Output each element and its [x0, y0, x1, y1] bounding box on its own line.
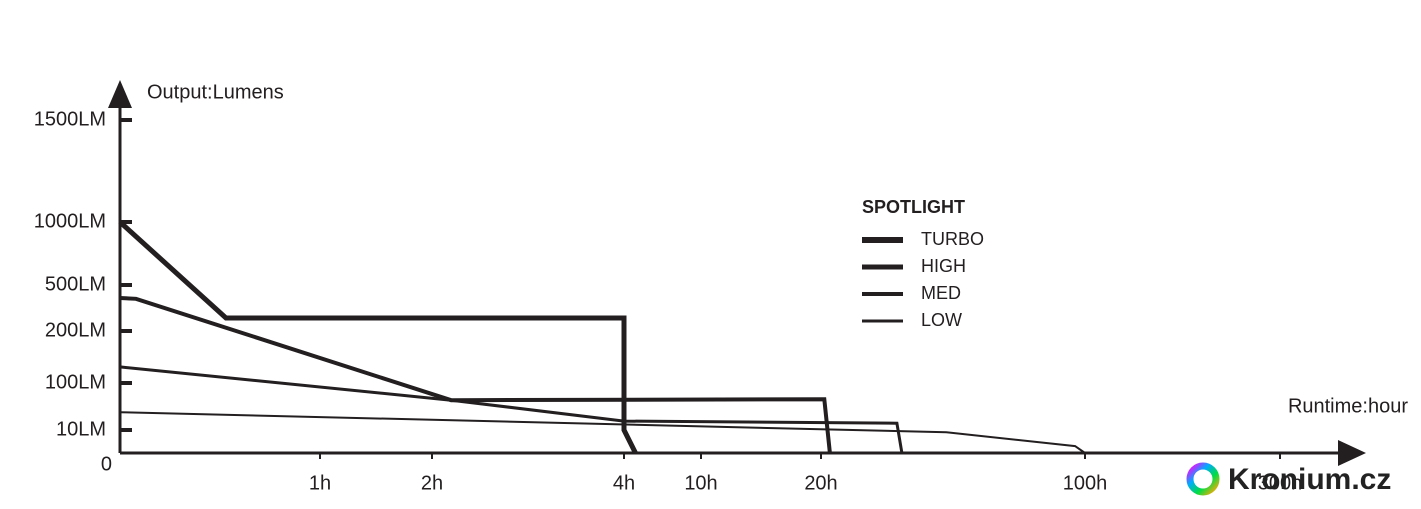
y-tick-label: 1500LM [34, 108, 106, 130]
x-axis-arrow [1338, 440, 1366, 466]
series-line [119, 411, 1086, 454]
watermark: Kronium.cz [1186, 462, 1391, 496]
y-axis-label: Output:Lumens [147, 81, 284, 103]
x-tick-label: 1h [309, 472, 331, 494]
legend-label: MED [921, 283, 961, 303]
x-tick-label: 10h [684, 472, 717, 494]
y-axis-arrow [108, 80, 132, 108]
x-tick-label: 20h [804, 472, 837, 494]
legend-label: TURBO [921, 229, 984, 249]
x-tick-label: 300h [1258, 472, 1303, 494]
x-axis-label: Runtime:hour [1288, 395, 1408, 417]
x-tick-label: 4h [613, 472, 635, 494]
x-tick-label: 2h [421, 472, 443, 494]
watermark-text: Kronium.cz [1228, 463, 1391, 496]
x-tick-label: 100h [1063, 472, 1108, 494]
legend-label: HIGH [921, 256, 966, 276]
series-line [119, 296, 832, 454]
series-line [119, 365, 904, 454]
legend-title: SPOTLIGHT [862, 197, 965, 217]
series-line [118, 220, 638, 455]
y-tick-label: 10LM [56, 418, 106, 440]
y-tick-label: 200LM [45, 319, 106, 341]
watermark-icon [1186, 462, 1220, 496]
legend-label: LOW [921, 310, 962, 330]
y-tick-label: 500LM [45, 273, 106, 295]
y-tick-label: 100LM [45, 371, 106, 393]
y-tick-label: 1000LM [34, 210, 106, 232]
y-tick-label: 0 [101, 453, 112, 475]
